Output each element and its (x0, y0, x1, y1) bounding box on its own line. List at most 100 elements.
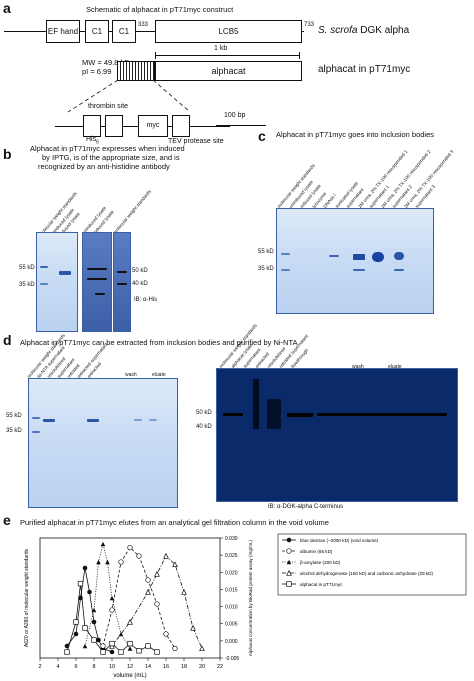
scale-1kb-tick-left (155, 52, 156, 59)
gel-western-b1 (82, 232, 112, 332)
data-point (118, 649, 124, 655)
band (134, 419, 142, 421)
data-point (96, 637, 101, 643)
tev-box (172, 115, 190, 137)
data-point (286, 537, 292, 543)
y-right-tick-label: -0.005 (225, 656, 239, 662)
band (32, 431, 40, 433)
data-point (91, 607, 97, 613)
x-tick-label: 8 (92, 664, 95, 670)
band (117, 271, 127, 273)
dgk-backbone (4, 31, 304, 32)
gel-coomassie-d (28, 378, 178, 508)
band (117, 283, 127, 285)
band (317, 413, 447, 416)
gel-western-b2 (113, 232, 131, 332)
data-point (64, 649, 70, 655)
panel-d-caption: Alphacat in pT71myc can be extracted fro… (20, 338, 298, 347)
y-right-tick-label: 0.025 (225, 553, 238, 559)
data-point (127, 618, 133, 625)
mw-55-c: 55 kD (258, 249, 274, 255)
band (372, 252, 384, 262)
panel-c-caption: Alphacat in pT71myc goes into inclusion … (276, 130, 435, 139)
panel-b-caption-3: recognized by an anti-histidine antibody (38, 162, 170, 171)
legend-label: alphacat in pT71myc (300, 582, 343, 587)
data-point (73, 619, 79, 625)
band (353, 254, 365, 260)
data-point (145, 588, 151, 595)
alphacat-box: alphacat (155, 61, 302, 81)
x-tick-label: 14 (145, 664, 151, 670)
lcb5-domain: LCB5 (155, 20, 302, 43)
mw-55-b: 55 kD (19, 265, 35, 271)
band (394, 269, 404, 271)
data-point (172, 561, 178, 568)
y-right-tick-label: 0.010 (225, 605, 238, 611)
c1-domain-1: C1 (85, 20, 109, 43)
x-axis-label: volume (mL) (113, 673, 146, 679)
mw-35-d: 35 kD (6, 428, 22, 434)
data-point (154, 601, 160, 607)
data-point (163, 631, 169, 637)
mw-value: MW = 49.8 kD (82, 58, 130, 67)
series-line (84, 543, 131, 649)
data-point (199, 645, 205, 652)
y-axis-label-right: Alphacat concentration by BioRad protein… (248, 539, 253, 656)
band (40, 283, 48, 285)
band (223, 413, 243, 416)
mw-40-b: 40 kD (132, 281, 148, 287)
data-point (127, 544, 133, 551)
panel-b-caption-1: Alphacat in pT71myc expresses when induc… (30, 144, 185, 153)
gel-coomassie-b (36, 232, 78, 332)
band (43, 419, 55, 422)
data-point (91, 637, 97, 643)
data-point (154, 649, 160, 655)
data-point (286, 581, 292, 587)
data-point (118, 631, 124, 637)
data-point (100, 643, 106, 649)
mw-55-d: 55 kD (6, 413, 22, 419)
series-line (66, 567, 113, 653)
ef-hand-domain: EF hand (46, 20, 80, 43)
residue-733: 733 (304, 22, 315, 28)
residue-333: 333 (138, 22, 149, 28)
data-point (136, 553, 142, 559)
data-point (109, 649, 115, 655)
scale-1kb-label: 1 kb (214, 45, 228, 52)
data-point (286, 559, 292, 565)
band (394, 252, 404, 260)
data-point (154, 570, 160, 577)
thrombin-label: thrombin site (88, 103, 129, 110)
data-point (77, 580, 84, 587)
gel-coomassie-c (276, 208, 434, 314)
x-tick-label: 4 (56, 664, 59, 670)
panel-d-letter: d (3, 332, 12, 348)
tev-label: TEV protease site (168, 138, 224, 145)
legend-box (277, 533, 467, 596)
data-point (127, 646, 133, 651)
data-point (172, 645, 178, 652)
data-point (163, 552, 169, 559)
scale-1kb-tick-right (299, 52, 300, 59)
data-point (181, 588, 187, 595)
x-tick-label: 10 (109, 664, 115, 670)
data-point (118, 559, 124, 565)
band (87, 268, 107, 270)
tag-block (117, 61, 155, 81)
band (149, 419, 157, 421)
data-point (105, 559, 110, 565)
mw-40-d: 40 kD (196, 424, 212, 430)
data-point (286, 548, 292, 554)
band (59, 271, 71, 275)
data-point (96, 559, 101, 565)
band (267, 399, 281, 429)
band (40, 266, 48, 268)
band (287, 413, 313, 417)
band (95, 293, 105, 295)
band (253, 379, 259, 429)
x-tick-label: 2 (38, 664, 41, 670)
his-text: His (86, 136, 97, 143)
panel-c-letter: c (258, 128, 266, 144)
data-point (109, 640, 115, 647)
x-tick-label: 20 (199, 664, 205, 670)
